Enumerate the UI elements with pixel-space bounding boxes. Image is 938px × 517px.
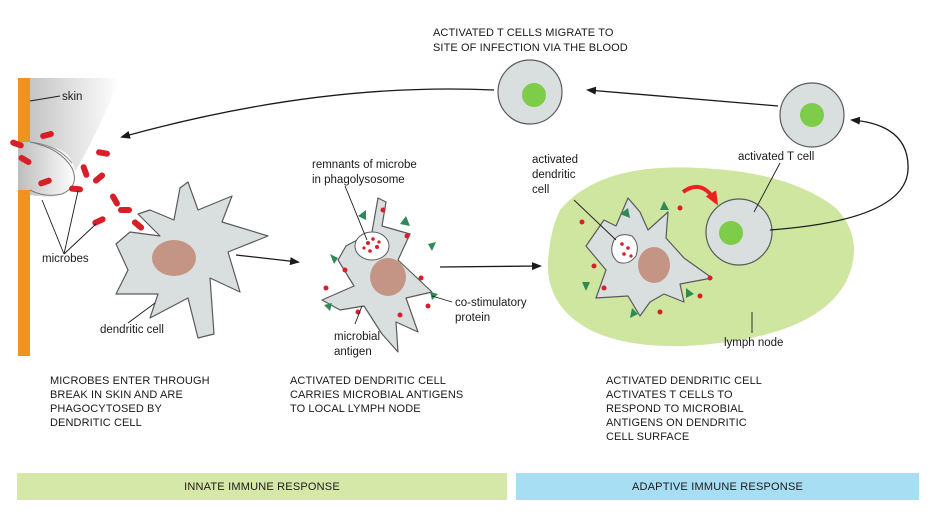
microbes-group [10,130,145,231]
label-dendritic-cell: dendritic cell [100,324,164,336]
microbe [18,155,32,165]
nucleus [370,258,406,296]
microbe [118,207,132,213]
caption-step2-line1: ACTIVATED DENDRITIC CELL [290,375,446,387]
microbe-remnants [362,237,381,253]
arrow-step2-to-step3 [439,262,542,271]
nucleus [152,240,196,276]
label-remnants-line1: remnants of microbe [312,159,417,171]
label-antigen-line1: microbial [334,331,380,343]
leader-lines [29,95,781,333]
caption-step3-line2: ACTIVATES T CELLS TO [606,389,733,401]
microbe [92,216,106,226]
arrow-activated-to-migrating [586,86,779,107]
caption-step1-line3: PHAGOCYTOSED BY [50,403,162,415]
label-costim-line2: protein [455,312,490,324]
caption-top-line1: ACTIVATED T CELLS MIGRATE TO [433,27,614,39]
label-lymph-node: lymph node [724,337,783,349]
caption-step1-line4: DENDRITIC CELL [50,417,142,429]
t-cell-migrating [497,59,563,125]
dendritic-cell-3 [579,197,713,318]
label-activated-dc-line1: activated [532,154,578,166]
label-activated-t-cell: activated T cell [738,151,814,163]
caption-step3-line4: ANTIGENS ON DENDRITIC [606,417,747,429]
microbe [131,219,145,231]
microbial-antigen-dots [323,207,431,318]
co-stimulatory-proteins [582,201,694,318]
caption-step1-line1: MICROBES ENTER THROUGH [50,375,210,387]
microbe [80,164,90,178]
phagolysosome [354,231,390,261]
lymph-node [547,167,854,347]
arrow-lymph-to-activated [769,116,909,231]
dendritic-cell-2 [321,197,438,353]
microbe [69,185,83,193]
label-costim-line1: co-stimulatory [455,297,527,309]
t-cell-nucleus [719,221,743,245]
microbe [10,139,24,149]
label-skin: skin [62,91,82,103]
microbial-antigen-dots [579,205,713,315]
caption-top-line2: SITE OF INFECTION VIA THE BLOOD [433,42,628,54]
adaptive-immune-response-band: ADAPTIVE IMMUNE RESPONSE [516,473,919,500]
caption-step3-line1: ACTIVATED DENDRITIC CELL [606,375,762,387]
caption-step3-line5: CELL SURFACE [606,431,689,443]
label-activated-dc-line3: cell [532,184,549,196]
skin-tissue [18,78,120,356]
microbe [96,149,110,157]
caption-step2-line3: TO LOCAL LYMPH NODE [290,403,421,415]
skin-surface-lower [18,190,30,356]
arrow-step1-to-step2 [235,254,300,266]
skin-surface-upper [18,78,30,142]
t-cell-activated [779,82,845,148]
caption-step3-line3: RESPOND TO MICROBIAL [606,403,744,415]
nucleus [638,247,670,283]
innate-immune-response-band: INNATE IMMUNE RESPONSE [17,473,507,500]
flow-arrows [120,86,909,271]
microbe [110,193,120,207]
label-remnants-line2: in phagolysosome [312,174,405,186]
microbe [38,177,52,187]
microbe [40,130,54,140]
label-microbes: microbes [42,253,89,265]
caption-step1-line2: BREAK IN SKIN AND ARE [50,389,183,401]
dendritic-cell-1 [115,181,269,339]
phagolysosome [611,234,638,264]
label-activated-dc-line2: dendritic [532,169,576,181]
label-antigen-line2: antigen [334,346,372,358]
microbe [92,172,106,184]
t-cell-nucleus [522,83,546,107]
caption-step2-line2: CARRIES MICROBIAL ANTIGENS [290,389,463,401]
t-cell-lymph-node [705,198,773,266]
arrow-migrating-to-skin [120,88,495,139]
co-stimulatory-proteins [324,210,438,311]
t-cell-nucleus [800,103,824,127]
activation-arrow [681,184,719,206]
